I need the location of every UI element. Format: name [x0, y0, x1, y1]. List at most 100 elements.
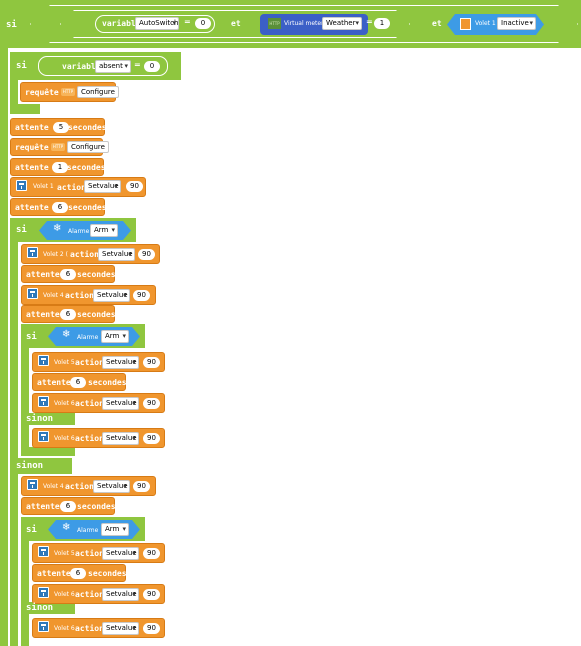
keyword-secondes: secondes: [88, 378, 127, 387]
arm-select[interactable]: Arm: [90, 224, 118, 237]
alarm-label: Alarme: [77, 334, 99, 341]
alarm-label: Alarme: [77, 527, 99, 534]
keyword-requete: requête: [25, 88, 59, 97]
volet-icon: [38, 587, 49, 598]
keyword-attente: attente: [26, 270, 60, 279]
variable-select-autoswitch[interactable]: AutoSwitch: [135, 17, 179, 30]
volet-label: Volet 1: [33, 183, 54, 190]
if-block-absent-spine: [10, 52, 18, 114]
volet-icon: [38, 396, 49, 407]
setvalue-input[interactable]: 90: [143, 623, 160, 634]
keyword-si: si: [26, 332, 37, 342]
state-select-inactive[interactable]: Inactive: [497, 17, 536, 30]
keyword-attente: attente: [26, 310, 60, 319]
virtual-meter-label: Virtual meter: [284, 20, 324, 27]
setvalue-input[interactable]: 90: [143, 398, 160, 409]
keyword-sinon: sinon: [26, 414, 54, 424]
volet-label: Volet 6: [54, 435, 75, 442]
wait-seconds-input[interactable]: 6: [52, 202, 68, 213]
setvalue-select[interactable]: Setvalue: [102, 588, 139, 601]
setvalue-select[interactable]: Setvalue: [102, 356, 139, 369]
volet-icon: [27, 247, 38, 258]
wait-seconds-input[interactable]: 5: [53, 122, 69, 133]
value-input-0[interactable]: 0: [144, 61, 160, 72]
volet-label: Volet 6: [54, 625, 75, 632]
wait-seconds-input[interactable]: 6: [70, 377, 86, 388]
if-alarm-inner-spine: [21, 517, 29, 646]
volet-label: Volet 6: [54, 400, 75, 407]
setvalue-input[interactable]: 90: [143, 433, 160, 444]
if-alarm-inner-spine: [21, 324, 29, 456]
keyword-et: et: [231, 19, 241, 28]
equals-operator: =: [184, 17, 191, 26]
keyword-attente: attente: [15, 163, 49, 172]
alarm-icon: ❄: [62, 522, 71, 533]
keyword-action: action: [75, 358, 104, 367]
if-alarm-spine: [10, 218, 18, 476]
else-branch-spine: [10, 474, 18, 646]
volet-icon: [16, 180, 27, 191]
alarm-icon: ❄: [53, 223, 62, 234]
and-condition-inner: [60, 10, 410, 38]
wait-seconds-input[interactable]: 1: [52, 162, 68, 173]
keyword-secondes: secondes: [77, 310, 116, 319]
setvalue-select[interactable]: Setvalue: [93, 480, 130, 493]
setvalue-select[interactable]: Setvalue: [102, 397, 139, 410]
arm-select[interactable]: Arm: [101, 330, 129, 343]
keyword-et: et: [432, 19, 442, 28]
keyword-si: si: [16, 225, 27, 235]
configure-select[interactable]: Configure: [67, 141, 109, 153]
keyword-sinon: sinon: [16, 461, 44, 471]
keyword-variable: variable: [62, 62, 101, 71]
volet-icon: [38, 546, 49, 557]
keyword-action: action: [75, 549, 104, 558]
wait-seconds-input[interactable]: 6: [60, 501, 76, 512]
keyword-si: si: [6, 20, 17, 30]
http-icon: HTTP: [61, 88, 75, 96]
setvalue-select[interactable]: Setvalue: [102, 622, 139, 635]
keyword-secondes: secondes: [77, 270, 116, 279]
if-alarm-else-bar: [10, 458, 72, 474]
keyword-attente: attente: [37, 378, 71, 387]
keyword-secondes: secondes: [77, 502, 116, 511]
setvalue-select[interactable]: Setvalue: [102, 432, 139, 445]
keyword-action: action: [70, 250, 99, 259]
setvalue-select[interactable]: Setvalue: [84, 180, 121, 193]
wait-seconds-input[interactable]: 6: [70, 568, 86, 579]
variable-select-absent[interactable]: absent: [95, 60, 131, 73]
volet-orange-icon: [460, 18, 471, 30]
wait-seconds-input[interactable]: 6: [60, 309, 76, 320]
setvalue-input[interactable]: 90: [133, 481, 150, 492]
keyword-attente: attente: [26, 502, 60, 511]
if-alarm-inner-footer: [21, 447, 75, 456]
value-input-1[interactable]: 1: [374, 18, 390, 29]
setvalue-input[interactable]: 90: [143, 548, 160, 559]
keyword-secondes: secondes: [88, 569, 127, 578]
keyword-action: action: [75, 590, 104, 599]
setvalue-input[interactable]: 90: [138, 249, 155, 260]
configure-select[interactable]: Configure: [77, 86, 119, 98]
setvalue-select[interactable]: Setvalue: [102, 547, 139, 560]
setvalue-input[interactable]: 90: [143, 589, 160, 600]
volet-label: Volet 4: [43, 483, 64, 490]
arm-select[interactable]: Arm: [101, 523, 129, 536]
setvalue-select[interactable]: Setvalue: [93, 289, 130, 302]
volet-icon: [27, 288, 38, 299]
wait-seconds-input[interactable]: 6: [60, 269, 76, 280]
setvalue-input[interactable]: 90: [133, 290, 150, 301]
setvalue-select[interactable]: Setvalue: [98, 248, 135, 261]
keyword-secondes: secondes: [68, 123, 107, 132]
value-input-0[interactable]: 0: [195, 18, 211, 29]
keyword-action: action: [57, 183, 86, 192]
keyword-action: action: [65, 291, 94, 300]
volet-label: Volet 1: [475, 20, 496, 27]
absent-condition-outline: [38, 56, 168, 76]
setvalue-input[interactable]: 90: [126, 181, 143, 192]
keyword-action: action: [65, 482, 94, 491]
keyword-secondes: secondes: [68, 203, 107, 212]
keyword-attente: attente: [37, 569, 71, 578]
setvalue-input[interactable]: 90: [143, 357, 160, 368]
volet-label: Volet 4: [43, 292, 64, 299]
keyword-secondes: secondes: [67, 163, 106, 172]
weather-select[interactable]: Weather: [322, 17, 362, 30]
